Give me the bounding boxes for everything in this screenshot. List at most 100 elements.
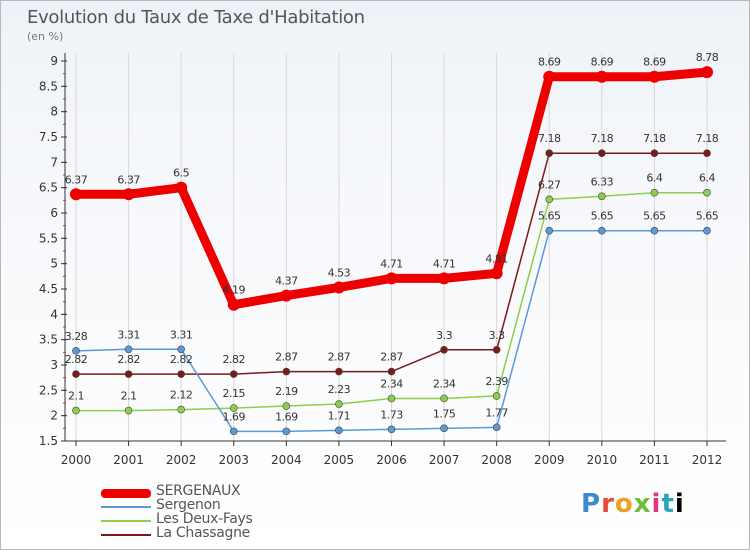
legend-swatch [101, 506, 151, 508]
data-label: 8.69 [643, 56, 666, 69]
data-label: 2.87 [275, 351, 298, 364]
data-label: 1.69 [223, 410, 246, 423]
y-tick-label: 4 [50, 307, 58, 321]
y-tick-label: 1.5 [39, 434, 58, 448]
data-label: 1.75 [433, 407, 456, 420]
data-point [701, 66, 713, 79]
data-label: 2.19 [275, 385, 298, 398]
data-point [124, 345, 133, 354]
legend-swatch [101, 520, 151, 522]
data-label: 2.34 [380, 377, 403, 390]
data-label: 2.23 [328, 383, 351, 396]
data-point [122, 188, 135, 201]
x-tick-label: 2007 [429, 453, 460, 467]
x-tick-label: 2003 [218, 453, 249, 467]
data-label: 2.1 [68, 390, 84, 403]
data-point [387, 367, 396, 376]
data-point [440, 345, 448, 354]
data-label: 1.73 [380, 408, 403, 421]
data-point [650, 226, 659, 235]
y-tick-label: 4.5 [39, 282, 58, 296]
data-point [177, 370, 185, 378]
data-label: 4.81 [485, 252, 508, 265]
data-point [703, 226, 711, 235]
data-label: 4.71 [380, 257, 403, 270]
y-tick-label: 6.5 [39, 181, 58, 195]
data-label: 8.69 [591, 56, 614, 69]
data-label: 6.33 [591, 175, 614, 188]
data-point [72, 347, 80, 355]
data-point [385, 272, 398, 285]
data-point [650, 149, 659, 158]
data-point [387, 425, 396, 434]
data-label: 2.82 [170, 353, 193, 366]
data-label: 6.4 [646, 172, 662, 185]
data-label: 2.82 [223, 353, 246, 366]
x-tick-label: 2002 [166, 453, 197, 467]
data-point [332, 281, 345, 294]
data-label: 7.18 [591, 132, 614, 145]
chart-title: Evolution du Taux de Taxe d'Habitation [27, 7, 365, 28]
data-point [492, 345, 501, 354]
data-point [492, 423, 501, 432]
x-tick-label: 2001 [113, 453, 144, 467]
data-label: 3.31 [117, 328, 140, 341]
data-point [595, 70, 608, 83]
data-label: 5.65 [538, 210, 561, 223]
data-point [545, 149, 554, 158]
y-tick-label: 3 [50, 358, 58, 372]
data-label: 4.37 [275, 275, 298, 288]
data-label: 2.12 [170, 389, 193, 402]
y-tick-label: 3.5 [39, 333, 58, 347]
legend-label: Les Deux-Fays [156, 511, 253, 527]
data-label: 1.71 [328, 409, 351, 422]
data-label: 2.34 [433, 377, 456, 390]
x-tick-label: 2006 [376, 453, 407, 467]
data-point [387, 394, 396, 403]
data-point [229, 370, 238, 378]
data-point [490, 267, 503, 280]
data-point [227, 298, 240, 311]
legend-item: La Chassagne [101, 525, 361, 542]
data-label: 3.31 [170, 328, 193, 341]
data-label: 4.19 [223, 284, 246, 297]
y-tick-label: 7 [50, 155, 58, 169]
data-point [543, 70, 556, 83]
data-label: 5.65 [643, 210, 666, 223]
legend: SERGENAUX Sergenon Les Deux-Fays La Chas… [101, 483, 361, 542]
y-tick-label: 5 [50, 257, 58, 271]
data-point [440, 424, 448, 433]
data-point [177, 345, 185, 354]
data-point [229, 427, 238, 436]
x-tick-label: 2008 [481, 453, 512, 467]
x-tick-label: 2009 [534, 453, 565, 467]
proxiti-logo: Proxiti [581, 489, 685, 519]
data-label: 2.82 [117, 353, 140, 366]
legend-label: SERGENAUX [156, 483, 241, 499]
data-label: 1.69 [275, 410, 298, 423]
data-label: 8.78 [696, 51, 719, 64]
data-point [598, 226, 606, 235]
data-label: 2.87 [380, 351, 403, 364]
data-point [282, 402, 291, 410]
data-label: 8.69 [538, 56, 561, 69]
data-label: 6.37 [117, 173, 140, 186]
unit-label: (en %) [27, 30, 64, 43]
x-tick-label: 2011 [639, 453, 670, 467]
data-point [650, 188, 659, 197]
data-point [229, 404, 238, 412]
data-point [175, 181, 188, 194]
x-tick-label: 2004 [271, 453, 302, 467]
legend-item: Sergenon [101, 497, 361, 514]
legend-swatch [101, 489, 151, 498]
data-label: 4.53 [328, 266, 351, 279]
data-point [72, 406, 80, 415]
data-label: 3.3 [436, 329, 452, 342]
data-label: 2.87 [328, 351, 351, 364]
legend-label: La Chassagne [156, 525, 250, 541]
data-label: 7.18 [696, 132, 719, 145]
data-point [335, 400, 343, 408]
data-point [124, 406, 133, 415]
